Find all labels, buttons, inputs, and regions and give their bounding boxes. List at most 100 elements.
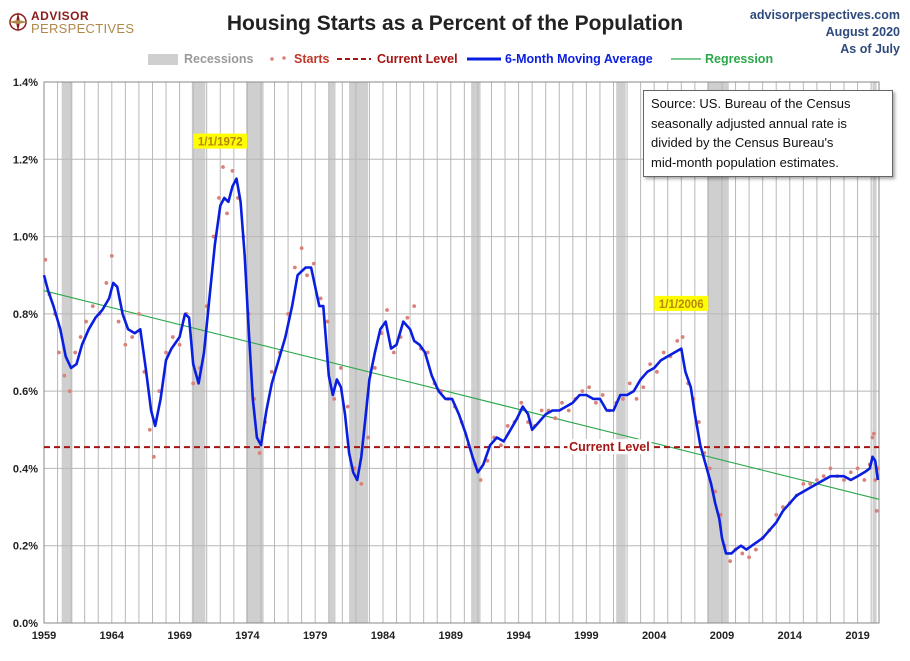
starts-point [505, 424, 510, 428]
legend-label-recessions: Recessions [184, 52, 254, 66]
starts-point [221, 165, 225, 169]
compass-logo-icon [8, 12, 28, 32]
report-date: August 2020 [825, 25, 900, 39]
y-tick-label: 1.0% [13, 232, 38, 244]
starts-point [191, 381, 196, 386]
legend-item-regression: Regression [671, 52, 773, 66]
current-level-label-bg [567, 439, 652, 455]
starts-point [801, 481, 806, 486]
starts-point [104, 281, 109, 285]
starts-point [654, 369, 659, 374]
x-tick-label: 1974 [235, 630, 260, 642]
x-tick-label: 2009 [710, 630, 734, 642]
starts-point [707, 466, 712, 471]
starts-point [325, 319, 330, 324]
y-tick-label: 0.0% [13, 618, 38, 630]
legend-label-ma: 6-Month Moving Average [505, 52, 653, 66]
legend-item-starts: Starts [268, 52, 329, 66]
starts-point [808, 481, 813, 486]
starts-point [519, 400, 524, 405]
recession-swatch [148, 53, 178, 65]
starts-point [539, 408, 544, 413]
callout-bg [654, 295, 709, 311]
recession-band [61, 82, 73, 623]
starts-point [621, 396, 625, 401]
starts-point [634, 396, 639, 401]
starts-point [405, 315, 410, 320]
x-tick-label: 1979 [303, 630, 327, 642]
starts-point [318, 296, 323, 301]
x-tick-label: 1994 [506, 630, 531, 642]
starts-point [627, 381, 632, 386]
starts-point [566, 408, 571, 413]
starts-point [675, 339, 680, 343]
starts-point [57, 350, 61, 355]
starts-point [747, 555, 751, 560]
starts-point [84, 319, 88, 324]
starts-point [874, 509, 879, 513]
starts-point [385, 308, 389, 312]
x-tick-label: 1984 [371, 630, 396, 642]
starts-point [73, 350, 78, 355]
source-line: seasonally adjusted annual rate is [651, 115, 847, 131]
x-tick-label: 1969 [167, 630, 191, 642]
starts-point [43, 257, 48, 262]
starts-point [230, 168, 235, 173]
starts-point [478, 478, 483, 482]
starts-point [305, 273, 309, 278]
starts-point [225, 211, 229, 216]
logo-text-top: ADVISOR [31, 9, 90, 23]
x-tick-label: 2019 [845, 630, 869, 642]
site-url[interactable]: advisorperspectives.com [749, 8, 900, 22]
site-info: advisorperspectives.com August 2020 As o… [750, 7, 900, 58]
starts-point [130, 335, 135, 339]
starts-point [372, 366, 377, 370]
solid-line-icon [467, 57, 501, 61]
starts-point [339, 366, 343, 370]
starts-point [641, 385, 646, 390]
y-tick-label: 0.2% [13, 541, 38, 553]
starts-point [151, 454, 156, 459]
starts-point [485, 458, 490, 463]
starts-point [560, 400, 564, 405]
source-line: divided by the Census Bureau's [651, 135, 834, 150]
starts-point [873, 478, 878, 482]
starts-point [728, 559, 733, 564]
starts-point [311, 261, 316, 266]
starts-point [109, 253, 114, 258]
advisor-perspectives-logo: ADVISOR PERSPECTIVES [8, 8, 138, 38]
y-tick-label: 1.2% [13, 154, 38, 166]
starts-point [553, 416, 558, 421]
starts-dots-icon [270, 56, 286, 61]
callout-label: 1/1/1972 [198, 137, 243, 149]
x-tick-label: 1999 [574, 630, 598, 642]
y-tick-label: 0.6% [13, 386, 38, 398]
starts-point [648, 362, 653, 366]
starts-point [366, 435, 370, 440]
y-tick-label: 1.4% [13, 77, 38, 89]
recession-band [471, 82, 481, 623]
moving-average-line [42, 177, 880, 555]
starts-point [332, 396, 337, 401]
x-tick-label: 2004 [642, 630, 667, 642]
starts-point [680, 335, 685, 339]
starts-point [177, 342, 182, 347]
recession-band [872, 82, 877, 623]
starts-point [257, 451, 262, 455]
legend-label-current: Current Level [377, 52, 458, 66]
starts-point [116, 319, 121, 324]
starts-point [855, 466, 860, 471]
starts-point [587, 385, 591, 390]
recession-band [191, 82, 206, 623]
starts-point [269, 369, 274, 374]
starts-point [391, 350, 396, 355]
recession-band [246, 82, 264, 623]
recession-band [349, 82, 369, 623]
logo-text-bottom: PERSPECTIVES [31, 21, 135, 36]
starts-point [870, 435, 875, 440]
chart-title: Housing Starts as a Percent of the Popul… [226, 12, 684, 35]
legend-label-starts: Starts [294, 52, 330, 66]
starts-point [123, 342, 128, 347]
as-of-date: As of July [840, 42, 900, 56]
